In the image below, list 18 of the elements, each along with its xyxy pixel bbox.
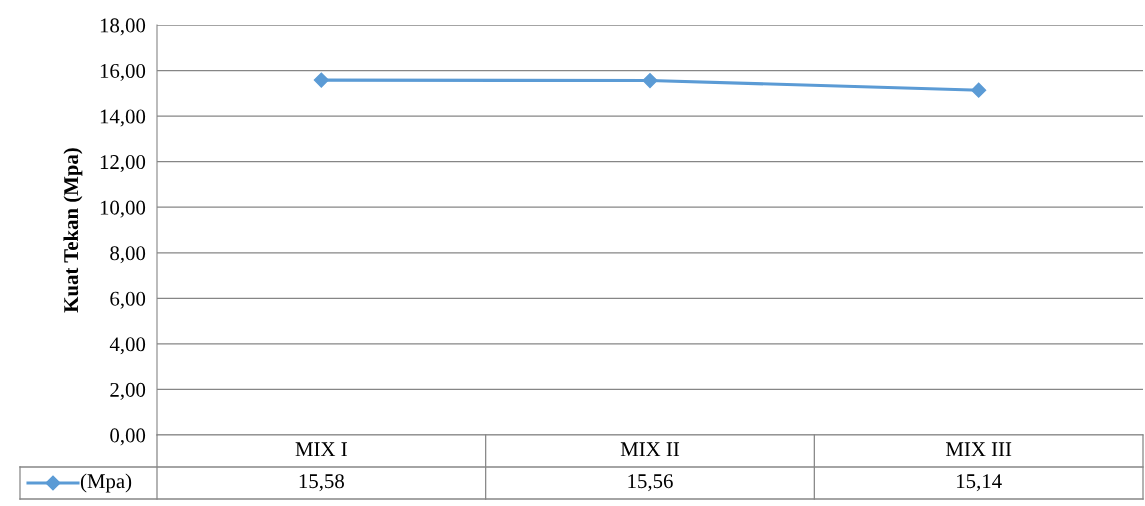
y-tick-label: 14,00 [100, 109, 146, 127]
y-tick-label: 0,00 [110, 428, 146, 446]
y-axis-title: Kuat Tekan (Mpa) [63, 148, 83, 313]
x-tick-label: MIX III [946, 442, 1012, 457]
y-tick-label: 4,00 [109, 337, 146, 355]
x-tick-label: MIX I [295, 442, 347, 457]
text: 15,56 [628, 474, 673, 492]
text: 15,58 [299, 474, 344, 492]
y-tick-label: 18,00 [100, 18, 146, 36]
y-tick-label: 2,00 [110, 382, 146, 400]
y-tick-label: 6,00 [110, 291, 146, 309]
y-tick-label: 8,00 [110, 246, 146, 264]
legend-label: (Mpa) [80, 473, 132, 493]
y-tick-label: 16,00 [100, 63, 146, 81]
x-tick-label: MIX II [620, 442, 680, 457]
y-tick-label: 12,00 [100, 155, 146, 173]
text: 15,14 [957, 474, 1002, 492]
y-tick-label: 10,00 [100, 200, 146, 218]
